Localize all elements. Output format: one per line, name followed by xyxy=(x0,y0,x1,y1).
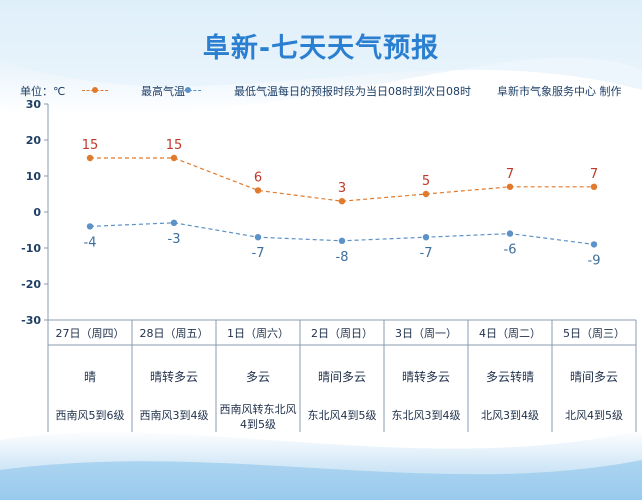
low-temp-point xyxy=(422,234,430,241)
page-title: 阜新-七天天气预报 xyxy=(202,33,440,64)
y-tick-label: 0 xyxy=(33,206,41,219)
high-temp-label: 5 xyxy=(422,174,430,189)
day-label: 5日（周三） xyxy=(563,327,625,340)
weather-condition: 晴转多云 xyxy=(149,370,198,384)
high-temp-point xyxy=(422,190,430,198)
high-temp-label: 15 xyxy=(82,138,99,153)
y-tick-label: -10 xyxy=(21,242,41,255)
low-temp-point xyxy=(506,230,514,237)
y-tick-label: -30 xyxy=(21,314,41,327)
weather-condition: 晴 xyxy=(83,370,96,384)
high-temp-point xyxy=(590,183,598,190)
weather-condition: 晴间多云 xyxy=(569,370,618,384)
wind-forecast: 西南风转东北风4到5级 xyxy=(219,403,297,431)
high-temp-point xyxy=(338,198,346,205)
legend-low-line-icon xyxy=(175,86,201,93)
low-temp-label: -7 xyxy=(252,246,265,261)
producer-credit: 阜新市气象服务中心 制作 xyxy=(497,85,622,98)
legend-low-label: 最低气温 xyxy=(234,85,278,98)
forecast-period-note: 每日的预报时段为当日08时到次日08时 xyxy=(278,85,471,98)
wind-forecast: 西南风3到4级 xyxy=(139,409,209,422)
low-temp-point xyxy=(338,237,346,244)
low-temp-point xyxy=(590,241,598,248)
high-temp-point xyxy=(254,187,262,194)
weather-condition: 晴间多云 xyxy=(317,370,366,384)
wind-forecast: 东北风3到4级 xyxy=(391,409,461,422)
low-temp-label: -9 xyxy=(588,253,601,268)
wind-forecast: 北风3到4级 xyxy=(481,409,539,422)
day-label: 2日（周日） xyxy=(311,327,373,340)
low-temp-label: -6 xyxy=(504,243,517,258)
low-temp-point xyxy=(254,234,262,241)
high-temp-label: 7 xyxy=(590,167,598,182)
weather-condition: 多云转晴 xyxy=(485,370,534,384)
day-label: 4日（周二） xyxy=(479,327,541,340)
low-temp-label: -8 xyxy=(336,250,349,265)
high-temp-label: 3 xyxy=(338,181,346,196)
y-tick-label: 10 xyxy=(26,170,42,183)
low-temp-label: -4 xyxy=(84,235,97,250)
low-temp-label: -3 xyxy=(168,232,181,247)
high-temp-label: 15 xyxy=(166,138,183,153)
day-label: 27日（周四） xyxy=(55,327,125,340)
high-temp-point xyxy=(506,183,514,190)
high-temp-label: 6 xyxy=(254,170,262,185)
weather-condition: 多云 xyxy=(245,370,270,384)
wind-forecast: 东北风4到5级 xyxy=(307,409,377,422)
wind-forecast: 北风4到5级 xyxy=(565,409,623,422)
low-temp-label: -7 xyxy=(420,246,433,261)
legend-high-label: 最高气温 xyxy=(141,85,185,98)
day-label: 3日（周一） xyxy=(395,327,457,340)
wind-forecast: 西南风5到6级 xyxy=(55,409,125,422)
legend-low: 最低气温 xyxy=(175,83,278,99)
y-tick-label: 30 xyxy=(26,98,42,111)
weather-condition: 晴转多云 xyxy=(401,370,450,384)
day-label: 28日（周五） xyxy=(139,327,209,340)
low-temp-point xyxy=(170,219,178,226)
high-temp-label: 7 xyxy=(506,167,514,182)
high-temp-point xyxy=(170,154,178,162)
low-temp-point xyxy=(86,223,94,230)
unit-label: 单位：℃ xyxy=(20,85,66,98)
day-label: 1日（周六） xyxy=(227,327,289,340)
legend-high: 最高气温 xyxy=(82,83,185,99)
y-tick-label: 20 xyxy=(26,134,42,147)
legend-high-line-icon xyxy=(82,86,108,93)
legend: 单位：℃ 最高气温 最低气温 每日的预报时段为当日08时到次日08时 阜新市气象… xyxy=(0,80,642,100)
y-tick-label: -20 xyxy=(21,278,41,291)
high-temp-point xyxy=(86,154,94,162)
